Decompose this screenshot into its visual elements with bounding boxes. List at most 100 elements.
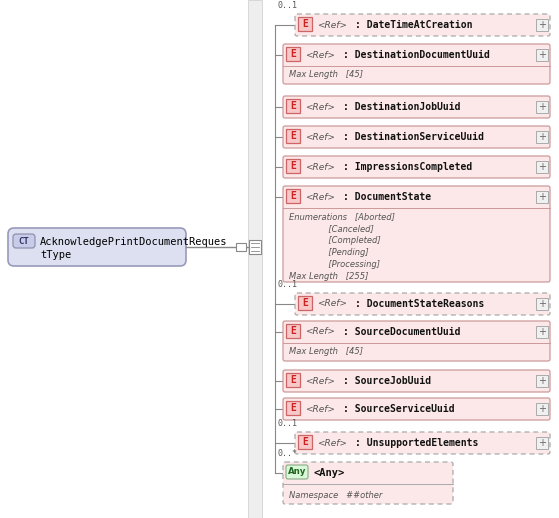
Bar (286, 324, 300, 338)
Text: E: E (290, 101, 296, 111)
Text: E: E (290, 191, 296, 201)
Text: +: + (538, 327, 546, 337)
FancyBboxPatch shape (283, 156, 550, 178)
Text: <Ref>: <Ref> (305, 50, 335, 60)
Text: <Ref>: <Ref> (317, 439, 347, 448)
FancyBboxPatch shape (283, 370, 550, 392)
Text: : SourceDocumentUuid: : SourceDocumentUuid (343, 327, 461, 337)
Text: +: + (538, 192, 546, 202)
Text: : UnsupportedElements: : UnsupportedElements (355, 438, 479, 448)
Text: 0..1: 0..1 (277, 419, 297, 428)
Text: E: E (302, 19, 308, 29)
Text: Any: Any (288, 468, 306, 477)
Bar (286, 47, 300, 61)
FancyBboxPatch shape (283, 398, 550, 420)
Text: <Ref>: <Ref> (305, 133, 335, 141)
Text: [Canceled]: [Canceled] (289, 224, 374, 233)
Bar (286, 159, 300, 173)
FancyBboxPatch shape (295, 432, 550, 454)
Text: <Any>: <Any> (313, 468, 344, 478)
Text: +: + (538, 162, 546, 172)
Text: <Ref>: <Ref> (317, 21, 347, 30)
Text: Max Length   [255]: Max Length [255] (289, 272, 368, 281)
Text: : ImpressionsCompleted: : ImpressionsCompleted (343, 162, 472, 172)
Bar (298, 17, 312, 31)
Text: E: E (290, 49, 296, 59)
Bar (536, 298, 548, 310)
Text: : SourceServiceUuid: : SourceServiceUuid (343, 404, 454, 414)
Bar (536, 403, 548, 415)
Text: +: + (538, 50, 546, 60)
Bar (248, 0, 262, 518)
FancyBboxPatch shape (283, 126, 550, 148)
Bar (536, 49, 548, 61)
FancyBboxPatch shape (283, 96, 550, 118)
Bar (298, 435, 312, 449)
Bar (236, 243, 246, 251)
Text: E: E (290, 131, 296, 141)
Text: 0..*: 0..* (277, 449, 297, 458)
Text: <Ref>: <Ref> (305, 163, 335, 171)
Text: E: E (290, 403, 296, 413)
Text: Max Length   [45]: Max Length [45] (289, 70, 363, 79)
Text: AcknowledgePrintDocumentReques: AcknowledgePrintDocumentReques (40, 237, 228, 247)
Text: : DestinationDocumentUuid: : DestinationDocumentUuid (343, 50, 490, 60)
Text: <Ref>: <Ref> (305, 193, 335, 202)
FancyBboxPatch shape (13, 234, 35, 248)
Bar (536, 326, 548, 338)
FancyBboxPatch shape (8, 228, 186, 266)
Text: : SourceJobUuid: : SourceJobUuid (343, 376, 431, 386)
Bar (536, 375, 548, 387)
Text: E: E (290, 375, 296, 385)
Text: 0..1: 0..1 (277, 280, 297, 289)
Bar (536, 161, 548, 173)
Text: : DocumentStateReasons: : DocumentStateReasons (355, 299, 484, 309)
FancyBboxPatch shape (295, 293, 550, 315)
Bar (536, 19, 548, 31)
Text: : DateTimeAtCreation: : DateTimeAtCreation (355, 20, 472, 30)
Bar (536, 437, 548, 449)
Bar (286, 189, 300, 203)
Text: +: + (538, 299, 546, 309)
Text: E: E (290, 326, 296, 336)
Text: tType: tType (40, 250, 71, 260)
Text: CT: CT (18, 237, 30, 246)
Bar (536, 131, 548, 143)
Text: : DocumentState: : DocumentState (343, 192, 431, 202)
Text: +: + (538, 438, 546, 448)
Text: <Ref>: <Ref> (305, 405, 335, 413)
Text: +: + (538, 20, 546, 30)
FancyBboxPatch shape (283, 186, 550, 282)
Text: <Ref>: <Ref> (305, 103, 335, 111)
Text: +: + (538, 132, 546, 142)
Bar (536, 191, 548, 203)
Bar (249, 240, 261, 254)
FancyBboxPatch shape (286, 465, 308, 479)
Bar (286, 129, 300, 143)
Text: [Completed]: [Completed] (289, 236, 381, 245)
Text: E: E (302, 298, 308, 308)
Text: +: + (538, 404, 546, 414)
Text: E: E (302, 437, 308, 447)
Bar (536, 101, 548, 113)
Bar (298, 296, 312, 310)
Text: : DestinationJobUuid: : DestinationJobUuid (343, 102, 461, 112)
Text: Enumerations   [Aborted]: Enumerations [Aborted] (289, 212, 395, 221)
Text: 0..1: 0..1 (277, 1, 297, 10)
Text: +: + (538, 102, 546, 112)
Text: [Processing]: [Processing] (289, 260, 380, 269)
Text: <Ref>: <Ref> (305, 327, 335, 337)
Text: <Ref>: <Ref> (305, 377, 335, 385)
Text: : DestinationServiceUuid: : DestinationServiceUuid (343, 132, 484, 142)
FancyBboxPatch shape (295, 14, 550, 36)
Text: <Ref>: <Ref> (317, 299, 347, 309)
Text: [Pending]: [Pending] (289, 248, 368, 257)
FancyBboxPatch shape (283, 321, 550, 361)
Bar (286, 401, 300, 415)
Bar (286, 99, 300, 113)
Bar (286, 373, 300, 387)
Text: Max Length   [45]: Max Length [45] (289, 347, 363, 356)
Text: +: + (538, 376, 546, 386)
Text: Namespace   ##other: Namespace ##other (289, 492, 382, 500)
Text: E: E (290, 161, 296, 171)
